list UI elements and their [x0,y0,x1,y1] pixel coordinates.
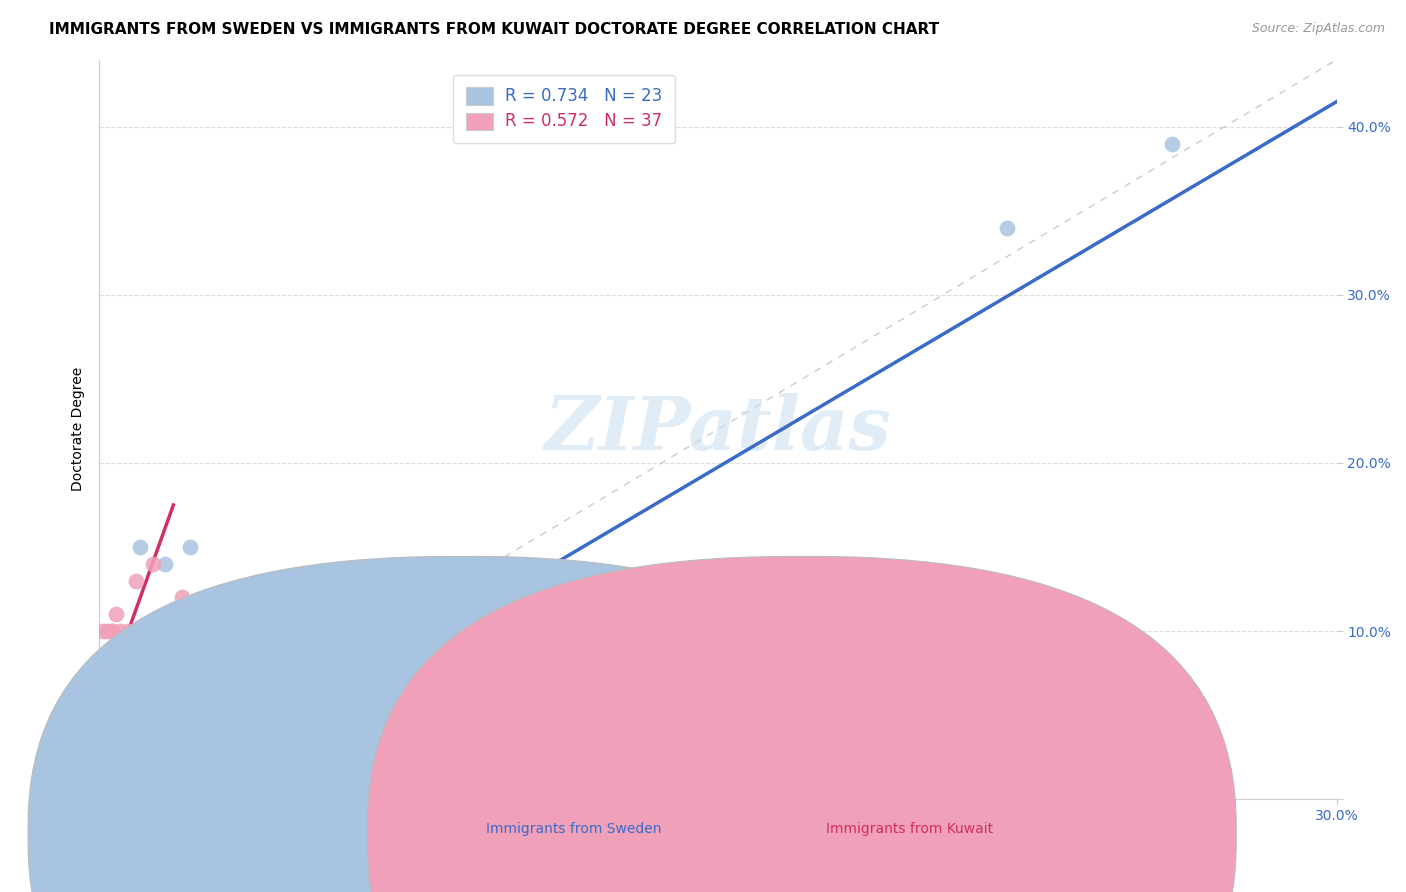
Point [104,657,127,672]
Point [146,783,169,797]
Point [91,783,114,797]
Point [129,540,152,554]
Text: Immigrants from Kuwait: Immigrants from Kuwait [825,822,993,837]
Point [91,783,114,797]
Point [100,783,122,797]
Text: IMMIGRANTS FROM SWEDEN VS IMMIGRANTS FROM KUWAIT DOCTORATE DEGREE CORRELATION CH: IMMIGRANTS FROM SWEDEN VS IMMIGRANTS FRO… [49,22,939,37]
Point [153,557,176,571]
Point [112,674,135,689]
Point [108,640,131,655]
Point [96,783,118,797]
Point [179,540,201,554]
Point [125,574,148,588]
Legend: R = 0.734   N = 23, R = 0.572   N = 37: R = 0.734 N = 23, R = 0.572 N = 37 [453,75,675,143]
Point [112,632,135,647]
Point [121,632,143,647]
Point [129,783,152,797]
Point [129,783,152,797]
Point [91,783,114,797]
Point [138,775,160,789]
Point [162,657,184,672]
Point [91,624,114,638]
Point [162,783,184,797]
Point [125,783,148,797]
Point [100,624,122,638]
Point [112,783,135,797]
Point [96,783,118,797]
Point [1160,136,1182,151]
Point [104,783,127,797]
Point [245,775,267,789]
Point [108,783,131,797]
Point [104,640,127,655]
Point [191,783,214,797]
Point [100,783,122,797]
Point [108,624,131,638]
Point [200,783,222,797]
Point [96,775,118,789]
Point [212,783,235,797]
Point [150,775,173,789]
Text: ZIPatlas: ZIPatlas [544,393,891,466]
Point [108,783,131,797]
Point [204,783,226,797]
Point [170,591,193,605]
Point [117,666,139,681]
Point [121,640,143,655]
Point [100,624,122,638]
Point [134,783,156,797]
Point [96,624,118,638]
Point [104,607,127,622]
Point [995,220,1018,235]
Point [100,674,122,689]
Point [142,557,165,571]
Point [138,783,160,797]
Text: Source: ZipAtlas.com: Source: ZipAtlas.com [1251,22,1385,36]
Point [191,775,214,789]
Point [121,649,143,664]
Point [96,783,118,797]
Y-axis label: Doctorate Degree: Doctorate Degree [72,368,86,491]
Point [117,649,139,664]
Point [108,783,131,797]
Point [100,783,122,797]
Text: Immigrants from Sweden: Immigrants from Sweden [486,822,662,837]
Point [153,657,176,672]
Point [117,624,139,638]
